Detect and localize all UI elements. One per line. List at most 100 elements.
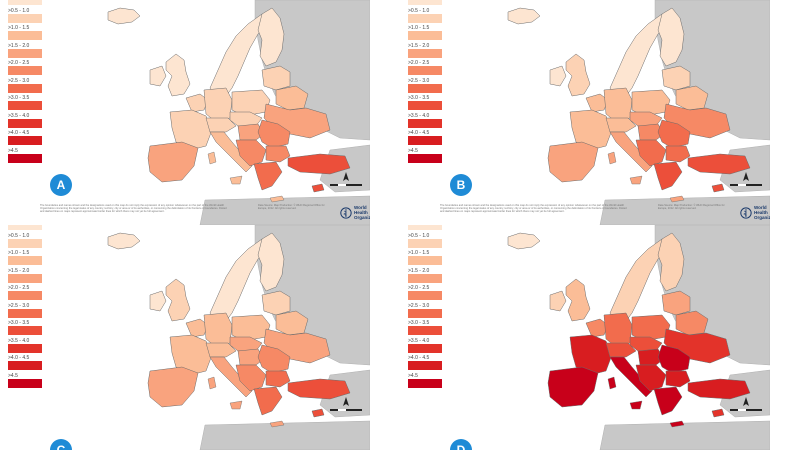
legend-item: >2.5 - 3.0 <box>8 78 68 96</box>
legend-item: >2.5 - 3.0 <box>408 303 468 321</box>
legend-item: >4.0 - 4.5 <box>8 355 68 373</box>
country-balkans <box>635 364 667 392</box>
legend-label: >2.0 - 2.5 <box>408 285 430 291</box>
north-arrow-icon <box>343 172 349 181</box>
legend-label: >0.5 - 1.0 <box>408 232 430 239</box>
legend-item: >0.5 - 1.0 <box>408 8 468 26</box>
country-ireland <box>549 65 567 87</box>
legend-swatch <box>408 256 442 265</box>
country-baltics <box>261 65 291 91</box>
legend-label: >0.5 - 1.0 <box>408 7 430 14</box>
legend-item: >4.0 - 4.5 <box>408 355 468 373</box>
legend-swatch <box>8 273 42 283</box>
country-balkans <box>235 139 267 167</box>
country-bulgaria <box>665 370 691 388</box>
legend-item: >1.5 - 2.0 <box>8 268 68 286</box>
country-greece <box>653 161 683 191</box>
legend-label: >3.0 - 3.5 <box>408 320 430 326</box>
country-italy <box>609 131 653 173</box>
who-logo-line1: World Health <box>353 205 368 215</box>
legend-item: >1.0 - 1.5 <box>8 25 68 43</box>
map-panel-b: 0 - 0.5>0.5 - 1.0 >1.0 - 1.5 >1.5 - 2.0 >2.… <box>400 0 770 225</box>
legend-label: >4.5 <box>408 147 418 154</box>
legend-label: >1.5 - 2.0 <box>408 42 430 49</box>
country-germany <box>603 312 633 348</box>
country-france <box>569 334 613 376</box>
legend-item: >1.0 - 1.5 <box>408 25 468 43</box>
legend-swatch <box>8 83 42 93</box>
legend-label: >1.0 - 1.5 <box>408 250 430 256</box>
non-region-land <box>599 420 770 450</box>
country-alps <box>205 117 237 133</box>
country-uk <box>165 278 191 322</box>
legend-swatch <box>408 66 442 75</box>
country-greece <box>253 161 283 191</box>
island <box>269 195 285 203</box>
legend-swatch <box>8 326 42 335</box>
legend-label: >3.5 - 4.0 <box>408 337 430 344</box>
legend-label: >1.0 - 1.5 <box>408 25 430 31</box>
legend-label: >3.5 - 4.0 <box>408 112 430 119</box>
country-italy <box>609 356 653 398</box>
legend-item: >3.0 - 3.5 <box>408 320 468 338</box>
legend-item: >4.5 <box>408 373 468 391</box>
legend-item: >1.5 - 2.0 <box>8 43 68 61</box>
legend-swatch <box>8 291 42 300</box>
country-france <box>569 109 613 151</box>
country-cyprus <box>711 183 725 193</box>
legend-swatch <box>408 31 442 40</box>
scale-bar <box>330 172 362 186</box>
non-region-land <box>199 420 370 450</box>
legend-item: >2.0 - 2.5 <box>8 60 68 78</box>
legend-label: >4.5 <box>8 372 18 379</box>
legend-label: >4.5 <box>408 372 418 379</box>
europe-map <box>507 0 770 225</box>
country-finland <box>657 232 685 292</box>
legend-item: >2.5 - 3.0 <box>408 78 468 96</box>
country-germany <box>203 87 233 123</box>
legend-swatch <box>8 343 42 353</box>
who-logo-line1: World Health <box>753 205 768 215</box>
legend-swatch <box>408 225 442 230</box>
legend-item: >3.0 - 3.5 <box>8 95 68 113</box>
legend-label: >3.0 - 3.5 <box>8 95 30 101</box>
country-iceland <box>507 7 541 25</box>
country-alps <box>605 117 637 133</box>
legend-item: >4.5 <box>8 373 68 391</box>
legend-item: >2.0 - 2.5 <box>408 60 468 78</box>
scale-bar <box>730 397 762 411</box>
map-panel-d: 0 - 0.5>0.5 - 1.0 >1.0 - 1.5 >1.5 - 2.0 >2.… <box>400 225 770 450</box>
country-ireland <box>149 65 167 87</box>
legend-item: >1.5 - 2.0 <box>408 268 468 286</box>
map-panel-a: 0 - 0.5>0.5 - 1.0 >1.0 - 1.5 >1.5 - 2.0 >2.… <box>0 0 370 225</box>
country-italy <box>209 131 253 173</box>
panel-badge: A <box>50 174 72 196</box>
country-baltics <box>261 290 291 316</box>
legend-label: >2.0 - 2.5 <box>408 60 430 66</box>
island <box>607 151 617 165</box>
country-finland <box>657 7 685 67</box>
legend-item: >4.0 - 4.5 <box>408 130 468 148</box>
island <box>629 400 643 410</box>
legend-label: >0.5 - 1.0 <box>8 232 30 239</box>
country-finland <box>257 232 285 292</box>
legend-label: >4.0 - 4.5 <box>8 355 30 361</box>
legend-item: >3.5 - 4.0 <box>408 338 468 356</box>
legend-item: >4.5 <box>8 148 68 166</box>
map-panel-c: 0 - 0.5>0.5 - 1.0 >1.0 - 1.5 >1.5 - 2.0 >2.… <box>0 225 370 450</box>
island <box>229 175 243 185</box>
legend-item: >2.5 - 3.0 <box>8 303 68 321</box>
legend-label: >3.5 - 4.0 <box>8 337 30 344</box>
non-region-land <box>599 195 770 225</box>
legend-label: >4.0 - 4.5 <box>8 130 30 136</box>
legend-label: >1.0 - 1.5 <box>8 250 30 256</box>
who-logo-line2: Organization <box>753 215 770 220</box>
north-arrow-icon <box>743 172 749 181</box>
legend-item: >4.5 <box>408 148 468 166</box>
country-bulgaria <box>665 145 691 163</box>
country-greece <box>653 386 683 416</box>
legend-label: >4.0 - 4.5 <box>408 130 430 136</box>
who-emblem-icon <box>740 206 752 219</box>
country-greece <box>253 386 283 416</box>
